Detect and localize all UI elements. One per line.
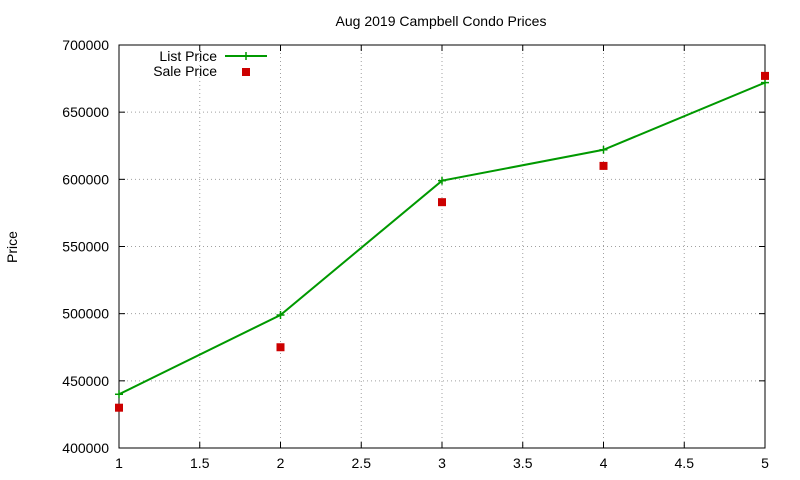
plot-frame [118,44,766,449]
series [115,71,769,412]
y-axis-label: Price [4,231,20,263]
x-tick-label: 1 [115,455,123,471]
x-tick-label: 2.5 [352,455,372,471]
legend-swatch-list-price [225,52,267,60]
data-point-sale-price [599,161,608,170]
data-point-sale-price [276,343,285,352]
data-point-list-price [276,311,285,320]
x-tick-label: 4.5 [675,455,695,471]
legend-marker-sale-price [242,68,250,76]
y-tick-label: 550000 [62,239,109,255]
grid-lines [119,45,765,448]
data-point-list-price [115,390,123,399]
y-tick-labels: 400000 450000 500000 550000 600000 650000 7000… [62,37,109,456]
y-tick-label: 450000 [62,373,109,389]
y-tick-label: 700000 [62,37,109,53]
legend: List Price Sale Price [153,48,267,79]
x-tick-labels: 1 1.5 2 2.5 3 3.5 4 4.5 5 [115,455,769,471]
chart-title: Aug 2019 Campbell Condo Prices [336,13,547,29]
data-point-sale-price [115,403,123,412]
data-point-list-price [761,78,769,87]
legend-marker-list-price [242,52,250,60]
x-tick-label: 1.5 [190,455,210,471]
y-tick-label: 600000 [62,171,109,187]
data-point-sale-price [761,71,769,80]
data-point-sale-price [438,198,446,207]
y-tick-label: 400000 [62,440,109,456]
x-tick-label: 5 [761,455,769,471]
y-tick-label: 500000 [62,306,109,322]
legend-swatch-sale-price [242,68,250,76]
x-tick-label: 4 [600,455,608,471]
data-point-list-price [599,145,608,154]
y-tick-label: 650000 [62,104,109,120]
x-tick-label: 2 [277,455,285,471]
legend-label-list-price: List Price [159,48,217,64]
legend-label-sale-price: Sale Price [153,63,217,79]
x-tick-label: 3.5 [513,455,533,471]
x-tick-label: 3 [438,455,446,471]
data-point-list-price [438,176,446,185]
